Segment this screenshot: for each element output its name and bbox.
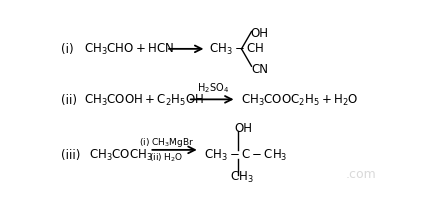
Text: $\mathregular{H_2SO_4}$: $\mathregular{H_2SO_4}$ — [197, 81, 229, 95]
Text: .com: .com — [345, 167, 376, 180]
Text: $\mathregular{CH_3COOH + C_2H_5OH}$: $\mathregular{CH_3COOH + C_2H_5OH}$ — [84, 92, 204, 107]
Text: OH: OH — [234, 122, 252, 135]
Text: CN: CN — [251, 63, 269, 76]
Text: (ii): (ii) — [60, 93, 77, 106]
Text: $\mathregular{CH_3CHO + HCN}$: $\mathregular{CH_3CHO + HCN}$ — [84, 42, 174, 57]
Text: OH: OH — [251, 27, 269, 40]
Text: (iii): (iii) — [60, 148, 80, 161]
Text: (ii) $\mathregular{H_2O}$: (ii) $\mathregular{H_2O}$ — [149, 151, 184, 163]
Text: (i): (i) — [60, 43, 73, 56]
Text: $\mathregular{CH_3COOC_2H_5 + H_2O}$: $\mathregular{CH_3COOC_2H_5 + H_2O}$ — [241, 92, 358, 107]
Text: (i) $\mathregular{CH_3MgBr}$: (i) $\mathregular{CH_3MgBr}$ — [139, 135, 194, 148]
Text: $\mathregular{CH_3COCH_3}$: $\mathregular{CH_3COCH_3}$ — [89, 147, 153, 162]
Text: $\mathregular{CH_3}$: $\mathregular{CH_3}$ — [230, 169, 254, 184]
Text: $\mathregular{CH_3-CH}$: $\mathregular{CH_3-CH}$ — [209, 42, 264, 57]
Text: $\mathregular{CH_3-C-CH_3}$: $\mathregular{CH_3-C-CH_3}$ — [203, 147, 287, 162]
